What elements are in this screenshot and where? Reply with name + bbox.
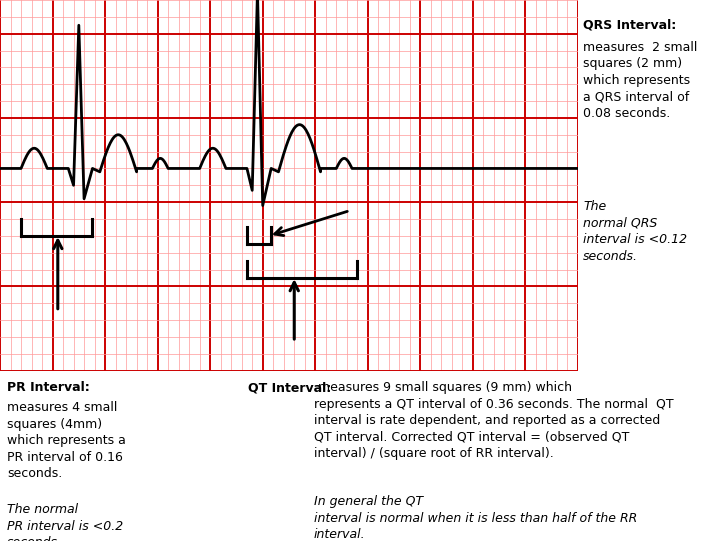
Text: QT Interval:: QT Interval: xyxy=(248,381,331,394)
Text: measures 9 small squares (9 mm) which
represents a QT interval of 0.36 seconds. : measures 9 small squares (9 mm) which re… xyxy=(314,381,673,460)
Text: In general the QT
interval is normal when it is less than half of the RR
interva: In general the QT interval is normal whe… xyxy=(314,495,637,541)
Text: measures  2 small
squares (2 mm)
which represents
a QRS interval of
0.08 seconds: measures 2 small squares (2 mm) which re… xyxy=(583,41,697,120)
Text: PR Interval:: PR Interval: xyxy=(7,381,90,394)
Text: measures 4 small
squares (4mm)
which represents a
PR interval of 0.16
seconds.: measures 4 small squares (4mm) which rep… xyxy=(7,401,126,480)
Text: The
normal QRS
interval is <0.12
seconds.: The normal QRS interval is <0.12 seconds… xyxy=(583,200,687,263)
Text: QRS Interval:: QRS Interval: xyxy=(583,19,676,32)
Text: The normal
PR interval is <0.2
seconds.: The normal PR interval is <0.2 seconds. xyxy=(7,503,123,541)
